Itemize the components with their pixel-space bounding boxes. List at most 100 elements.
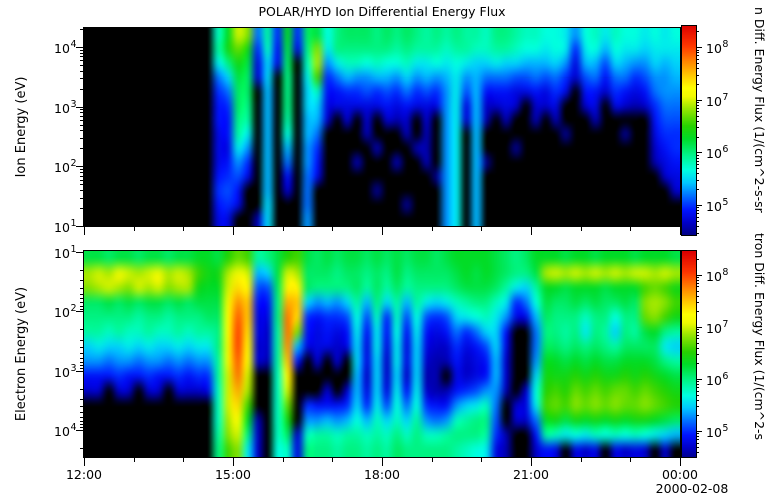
tick-mark	[80, 78, 84, 79]
electron-colorbar-canvas	[682, 251, 696, 457]
tick-mark	[696, 443, 699, 444]
tick-mark	[80, 294, 84, 295]
colorbar-tick-label: 105	[706, 422, 729, 441]
ion-colorbar	[681, 25, 697, 236]
tick-mark	[696, 400, 699, 401]
tick-mark	[80, 427, 84, 428]
y-tick-label: 101	[54, 243, 77, 262]
tick-mark	[80, 89, 84, 90]
tick-mark	[80, 270, 84, 271]
tick-mark	[696, 205, 702, 206]
tick-mark	[581, 227, 582, 231]
electron-spectrogram-canvas	[84, 251, 680, 457]
tick-mark	[696, 221, 699, 222]
tick-mark	[680, 227, 681, 235]
tick-mark	[696, 210, 699, 211]
tick-mark	[80, 412, 84, 413]
tick-mark	[696, 173, 699, 174]
tick-mark	[80, 368, 84, 369]
tick-mark	[134, 458, 135, 462]
tick-mark	[432, 227, 433, 231]
tick-mark	[80, 406, 84, 407]
tick-mark	[80, 306, 84, 307]
tick-mark	[696, 189, 699, 190]
tick-mark	[696, 52, 699, 53]
tick-mark	[80, 125, 84, 126]
tick-mark	[76, 47, 84, 48]
tick-mark	[332, 458, 333, 462]
y-tick-label: 102	[54, 157, 77, 176]
tick-mark	[531, 458, 532, 466]
tick-mark	[696, 275, 702, 276]
tick-mark	[80, 138, 84, 139]
tick-mark	[696, 335, 699, 336]
tick-mark	[80, 347, 84, 348]
tick-mark	[76, 311, 84, 312]
x-tick-label: 00:00	[661, 467, 699, 482]
tick-mark	[696, 436, 699, 437]
tick-mark	[80, 130, 84, 131]
tick-mark	[233, 458, 234, 466]
tick-mark	[80, 169, 84, 170]
tick-mark	[80, 417, 84, 418]
electron-colorbar-label: tron Diff. Energy Flux (1/(cm^2-s	[752, 233, 767, 441]
tick-mark	[696, 63, 699, 64]
x-tick-label: 12:00	[65, 467, 103, 482]
tick-mark	[696, 84, 699, 85]
y-tick-label: 103	[54, 362, 77, 381]
tick-mark	[696, 311, 699, 312]
tick-mark	[80, 208, 84, 209]
tick-mark	[696, 50, 699, 51]
tick-mark	[696, 59, 699, 60]
tick-mark	[696, 102, 699, 103]
tick-mark	[696, 433, 699, 434]
tick-mark	[80, 53, 84, 54]
tick-mark	[696, 452, 699, 453]
tick-mark	[76, 107, 84, 108]
tick-mark	[80, 50, 84, 51]
tick-mark	[696, 296, 699, 297]
tick-mark	[80, 184, 84, 185]
tick-mark	[80, 65, 84, 66]
colorbar-tick-label: 108	[706, 38, 729, 57]
tick-mark	[696, 168, 699, 169]
tick-mark	[696, 47, 702, 48]
tick-mark	[696, 327, 702, 328]
y-tick-label: 103	[54, 98, 77, 117]
tick-mark	[80, 56, 84, 57]
tick-mark	[76, 166, 84, 167]
colorbar-tick-label: 106	[706, 370, 729, 389]
tick-mark	[80, 302, 84, 303]
colorbar-tick-label: 108	[706, 266, 729, 285]
tick-mark	[696, 283, 699, 284]
tick-mark	[80, 148, 84, 149]
tick-mark	[84, 227, 85, 235]
tick-mark	[80, 198, 84, 199]
tick-mark	[382, 227, 383, 235]
tick-mark	[481, 227, 482, 231]
colorbar-tick-label: 106	[706, 143, 729, 162]
tick-mark	[696, 100, 702, 101]
tick-mark	[76, 371, 84, 372]
colorbar-tick-label: 107	[706, 318, 729, 337]
tick-mark	[696, 108, 699, 109]
tick-mark	[680, 458, 681, 466]
tick-mark	[76, 226, 84, 227]
page-title: POLAR/HYD Ion Differential Energy Flux	[258, 4, 506, 19]
tick-mark	[696, 343, 699, 344]
tick-mark	[696, 68, 699, 69]
tick-mark	[76, 252, 84, 253]
tick-mark	[183, 458, 184, 462]
tick-mark	[80, 190, 84, 191]
tick-mark	[80, 421, 84, 422]
tick-mark	[80, 112, 84, 113]
tick-mark	[630, 227, 631, 231]
tick-mark	[432, 458, 433, 462]
tick-mark	[696, 379, 702, 380]
tick-mark	[80, 71, 84, 72]
tick-mark	[80, 298, 84, 299]
tick-mark	[696, 391, 699, 392]
tick-mark	[283, 227, 284, 231]
tick-mark	[80, 280, 84, 281]
tick-mark	[696, 207, 699, 208]
